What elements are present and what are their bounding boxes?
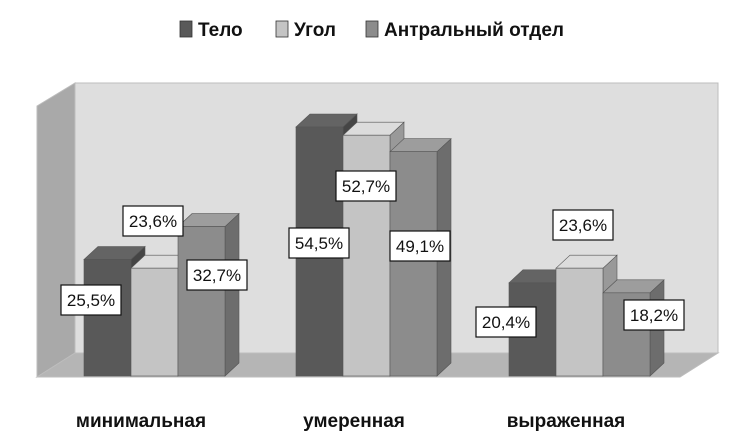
chart-side-wall (36, 82, 76, 378)
legend-label: Угол (294, 20, 336, 41)
data-label-text: 23,6% (129, 212, 177, 231)
data-label-box (186, 259, 248, 291)
bar-front (389, 151, 438, 377)
bar-front (555, 267, 604, 377)
category-axis: минимальная умеренная выраженная (76, 411, 625, 432)
data-label-3-1: 32,7% (186, 259, 248, 291)
data-label-box (60, 284, 122, 316)
legend-label: Тело (198, 20, 243, 41)
bar-front (130, 267, 179, 377)
legend-swatch (275, 20, 289, 38)
legend-item-3: Антральный отдел (365, 20, 564, 41)
legend-swatch (365, 20, 379, 38)
category-label-2: умеренная (303, 411, 405, 432)
category-label-3: выраженная (507, 411, 625, 432)
data-label-box (335, 170, 397, 202)
data-label-box (552, 209, 614, 241)
bar-3-1 (177, 212, 240, 377)
data-label-text: 18,2% (630, 306, 678, 325)
data-label-1-1: 25,5% (60, 284, 122, 316)
legend-item-1: Тело (179, 20, 243, 41)
data-label-box (623, 299, 685, 331)
data-label-3-2: 49,1% (389, 230, 451, 262)
data-label-text: 32,7% (193, 266, 241, 285)
data-label-box (389, 230, 451, 262)
data-label-2-2: 52,7% (335, 170, 397, 202)
data-label-1-3: 20,4% (475, 306, 537, 338)
value-labels-layer: 25,5% 23,6% 32,7% 54,5% 52,7% 49,1% 20,4% 23,6%… (60, 170, 685, 338)
data-label-2-3: 23,6% (552, 209, 614, 241)
data-label-box (122, 205, 184, 237)
legend-item-2: Угол (275, 20, 336, 41)
legend-label: Антральный отдел (384, 20, 564, 41)
data-label-text: 49,1% (396, 237, 444, 256)
legend: Тело Угол Антральный отдел (179, 20, 564, 41)
data-label-text: 52,7% (342, 177, 390, 196)
data-label-3-3: 18,2% (623, 299, 685, 331)
data-label-text: 20,4% (482, 313, 530, 332)
bar-front (83, 259, 132, 377)
data-label-text: 25,5% (67, 291, 115, 310)
data-label-text: 54,5% (295, 234, 343, 253)
data-label-box (288, 227, 350, 259)
category-label-1: минимальная (76, 411, 206, 432)
data-label-text: 23,6% (559, 216, 607, 235)
bar-side (224, 212, 240, 377)
bar-front (177, 226, 226, 377)
legend-swatch (179, 20, 193, 38)
data-label-2-1: 23,6% (122, 205, 184, 237)
data-label-1-2: 54,5% (288, 227, 350, 259)
data-label-box (475, 306, 537, 338)
